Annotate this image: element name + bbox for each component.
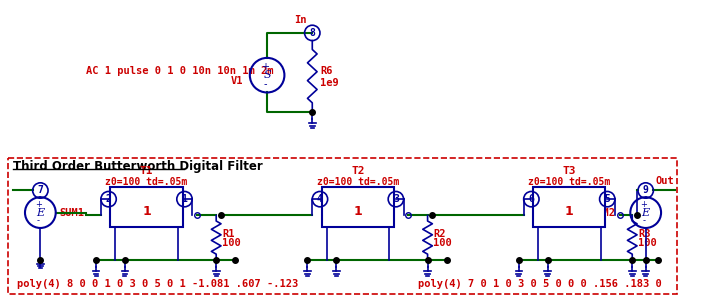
Text: 4: 4 [317, 194, 323, 204]
Text: 100: 100 [222, 238, 241, 248]
Text: 100: 100 [434, 238, 452, 248]
Text: E: E [642, 208, 650, 218]
Bar [322, 187, 394, 227]
Text: 100: 100 [638, 238, 657, 248]
Text: 3: 3 [393, 194, 399, 204]
Text: z0=100 td=.05m: z0=100 td=.05m [106, 177, 188, 187]
Text: z0=100 td=.05m: z0=100 td=.05m [317, 177, 399, 187]
Text: T2: T2 [352, 166, 364, 176]
Text: 7: 7 [37, 185, 43, 196]
Text: 1: 1 [182, 194, 188, 204]
Text: T3: T3 [563, 166, 576, 176]
Text: 1: 1 [565, 205, 574, 218]
Text: In: In [294, 15, 307, 25]
Text: poly(4) 7 0 1 0 3 0 5 0 0 0 .156 .183 0: poly(4) 7 0 1 0 3 0 5 0 0 0 .156 .183 0 [418, 279, 662, 289]
Text: Out: Out [655, 176, 674, 186]
Text: R3: R3 [638, 229, 650, 239]
Text: -: - [37, 216, 40, 225]
Text: V1: V1 [230, 76, 243, 86]
Text: poly(4) 8 0 0 1 0 3 0 5 0 1 -1.081 .607 -.123: poly(4) 8 0 0 1 0 3 0 5 0 1 -1.081 .607 … [17, 279, 299, 289]
Text: z0=100 td=.05m: z0=100 td=.05m [528, 177, 610, 187]
Text: R2: R2 [434, 229, 446, 239]
Text: T1: T1 [140, 166, 153, 176]
Text: SUM2: SUM2 [590, 208, 615, 218]
Text: AC 1 pulse 0 1 0 10n 10n 1m 2m: AC 1 pulse 0 1 0 10n 10n 1m 2m [86, 66, 274, 76]
Text: Third Order Butterworth Digital Filter: Third Order Butterworth Digital Filter [14, 160, 263, 173]
Text: 2: 2 [106, 194, 111, 204]
Bar [8, 158, 677, 294]
Text: 8: 8 [309, 28, 315, 38]
Text: 1: 1 [354, 205, 362, 218]
Text: -: - [642, 216, 645, 225]
Text: S: S [263, 70, 271, 80]
Text: 5: 5 [605, 194, 610, 204]
Text: +: + [35, 200, 42, 209]
Text: +: + [261, 61, 270, 72]
Bar [111, 187, 183, 227]
Text: 1e9: 1e9 [320, 78, 339, 88]
Text: 9: 9 [642, 185, 649, 196]
Text: SUM1: SUM1 [60, 208, 85, 218]
Text: R6: R6 [320, 66, 332, 76]
Text: +: + [640, 200, 647, 209]
Text: R1: R1 [222, 229, 235, 239]
Bar [533, 187, 605, 227]
Text: -: - [263, 79, 267, 89]
Text: 6: 6 [528, 194, 534, 204]
Text: 1: 1 [142, 205, 151, 218]
Text: E: E [36, 208, 44, 218]
